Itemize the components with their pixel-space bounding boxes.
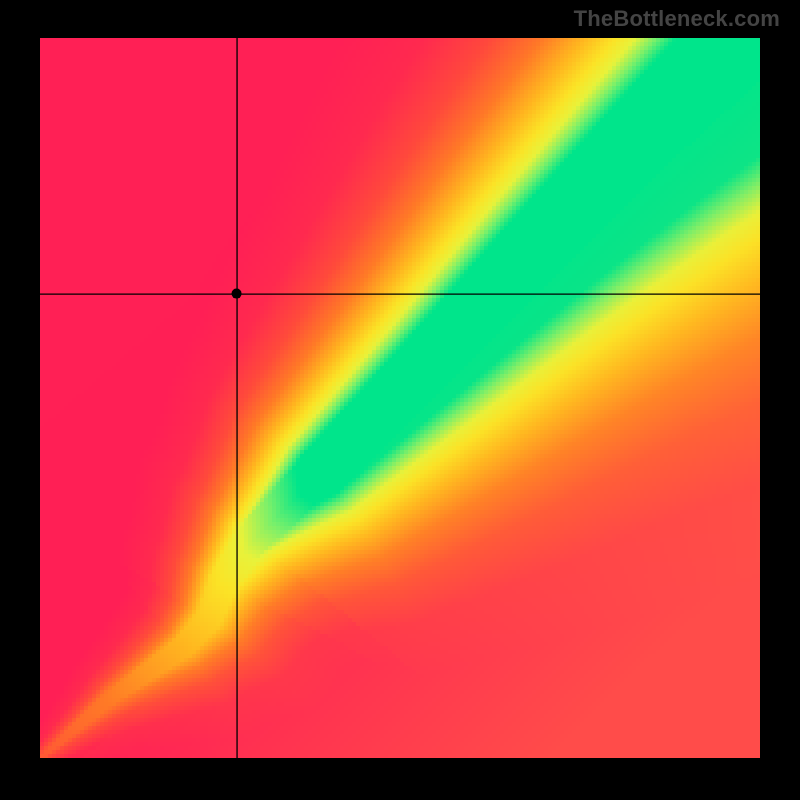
stage: TheBottleneck.com [0,0,800,800]
watermark-text: TheBottleneck.com [574,6,780,32]
bottleneck-heatmap [40,38,760,758]
crosshair-overlay [40,38,760,758]
